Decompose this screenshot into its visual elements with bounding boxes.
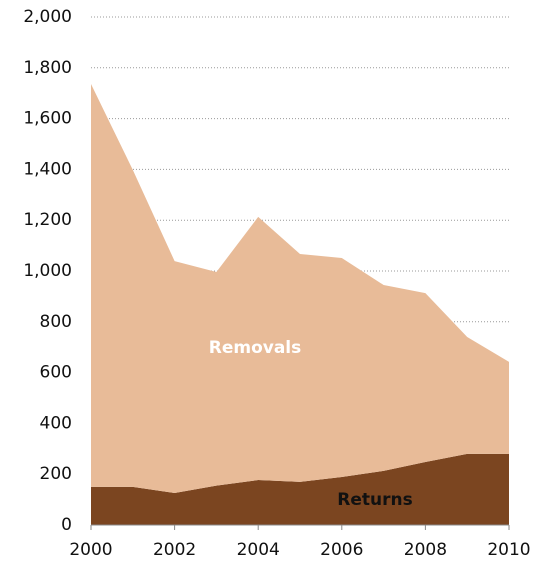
y-tick-label: 2,000: [23, 7, 72, 27]
x-tick-label: 2004: [237, 540, 280, 560]
y-tick-label: 1,800: [23, 58, 72, 78]
y-tick-label: 1,600: [23, 109, 72, 129]
area-layer: [91, 84, 509, 525]
axis-layer: 0 200 400 600 800 1,000 1,200 1,400 1,600 1,800 2,…: [23, 7, 530, 560]
y-tick-label: 200: [40, 464, 72, 484]
y-tick-label: 1,200: [23, 210, 72, 230]
x-tick-label: 2006: [320, 540, 363, 560]
x-tick-label: 2000: [69, 540, 112, 560]
y-tick-label: 0: [61, 515, 72, 535]
area: [91, 453, 509, 525]
series-label: Returns: [337, 490, 412, 510]
y-tick-label: 1,400: [23, 159, 72, 179]
x-tick-label: 2010: [487, 540, 530, 560]
x-tick-label: 2002: [153, 540, 196, 560]
area: [91, 84, 509, 493]
y-tick-label: 600: [40, 363, 72, 383]
y-tick-label: 400: [40, 413, 72, 433]
y-tick-label: 800: [40, 312, 72, 332]
x-tick-label: 2008: [404, 540, 447, 560]
y-tick-label: 1,000: [23, 261, 72, 281]
series-label: Removals: [209, 338, 302, 358]
